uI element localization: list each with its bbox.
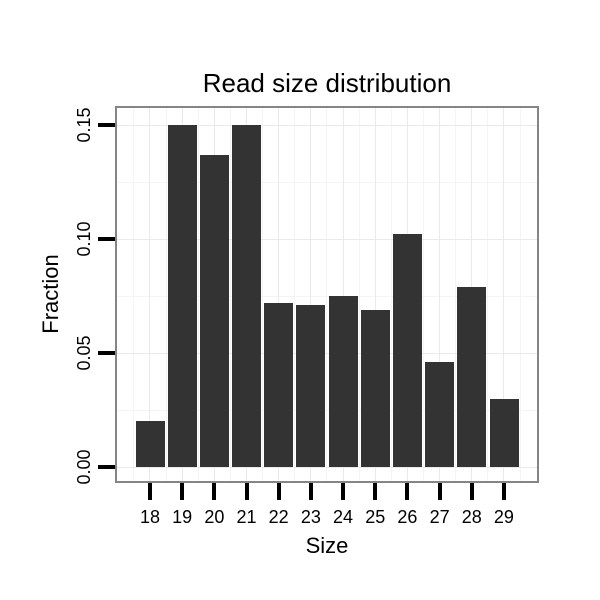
y-tick-label: 0.00	[74, 449, 94, 485]
x-major-gridline	[342, 108, 344, 481]
x-tick-label: 23	[300, 507, 321, 527]
x-axis-title: Size	[305, 533, 349, 558]
x-major-gridline	[439, 108, 441, 481]
x-minor-gridline	[390, 108, 392, 481]
x-minor-gridline	[358, 108, 360, 481]
y-major-gridline	[117, 124, 537, 126]
x-minor-gridline	[165, 108, 167, 481]
x-tick	[147, 483, 152, 500]
x-tick	[373, 483, 378, 500]
x-tick	[341, 483, 346, 500]
x-tick	[469, 483, 474, 500]
x-minor-gridline	[294, 108, 296, 481]
x-tick	[501, 483, 506, 500]
x-major-gridline	[374, 108, 376, 481]
x-minor-gridline	[423, 108, 424, 481]
x-tick	[276, 483, 281, 500]
x-tick-label: 20	[204, 507, 225, 527]
bar	[135, 421, 165, 467]
plot-area	[117, 108, 537, 481]
bar	[489, 398, 519, 467]
x-tick	[244, 483, 249, 500]
x-minor-gridline	[519, 108, 521, 481]
y-major-gridline	[117, 238, 537, 240]
y-tick-label: 0.10	[74, 221, 94, 257]
x-minor-gridline	[229, 108, 231, 481]
x-minor-gridline	[262, 108, 264, 481]
x-major-gridline	[310, 108, 312, 481]
y-tick	[98, 351, 115, 355]
x-tick	[212, 483, 217, 500]
bar	[457, 286, 487, 467]
y-tick	[98, 465, 115, 469]
x-tick	[180, 483, 185, 500]
bar	[360, 309, 390, 467]
x-tick-label: 22	[268, 507, 289, 527]
x-major-gridline	[278, 108, 280, 481]
y-tick-label: 0.05	[74, 335, 94, 371]
bar	[425, 362, 455, 467]
y-major-gridline	[117, 466, 537, 468]
bar	[328, 296, 358, 467]
x-minor-gridline	[133, 108, 135, 481]
x-minor-gridline	[197, 108, 199, 481]
x-tick-label: 19	[172, 507, 193, 527]
x-major-gridline	[149, 108, 151, 481]
bar	[296, 305, 326, 467]
x-tick-label: 26	[397, 507, 418, 527]
x-tick-label: 28	[461, 507, 482, 527]
x-tick-label: 18	[139, 507, 160, 527]
bar	[167, 125, 197, 467]
y-major-gridline	[117, 352, 537, 354]
bar	[264, 302, 294, 467]
y-tick	[98, 237, 115, 241]
x-tick	[437, 483, 442, 500]
x-minor-gridline	[326, 108, 328, 481]
x-tick	[308, 483, 313, 500]
x-tick	[405, 483, 410, 500]
y-tick-label: 0.15	[74, 107, 94, 143]
x-tick-label: 27	[429, 507, 450, 527]
x-tick-label: 25	[365, 507, 386, 527]
plot-panel	[115, 106, 539, 483]
y-axis-title: Fraction	[38, 254, 63, 334]
x-minor-gridline	[455, 108, 457, 481]
x-tick-label: 21	[236, 507, 257, 527]
x-minor-gridline	[487, 108, 489, 481]
bar	[392, 234, 422, 467]
plot-title: Read size distribution	[202, 68, 452, 98]
bar	[232, 125, 261, 467]
bar	[199, 154, 229, 467]
x-major-gridline	[503, 108, 505, 481]
x-tick-label: 29	[493, 507, 514, 527]
x-tick-label: 24	[333, 507, 354, 527]
y-tick	[98, 123, 115, 127]
